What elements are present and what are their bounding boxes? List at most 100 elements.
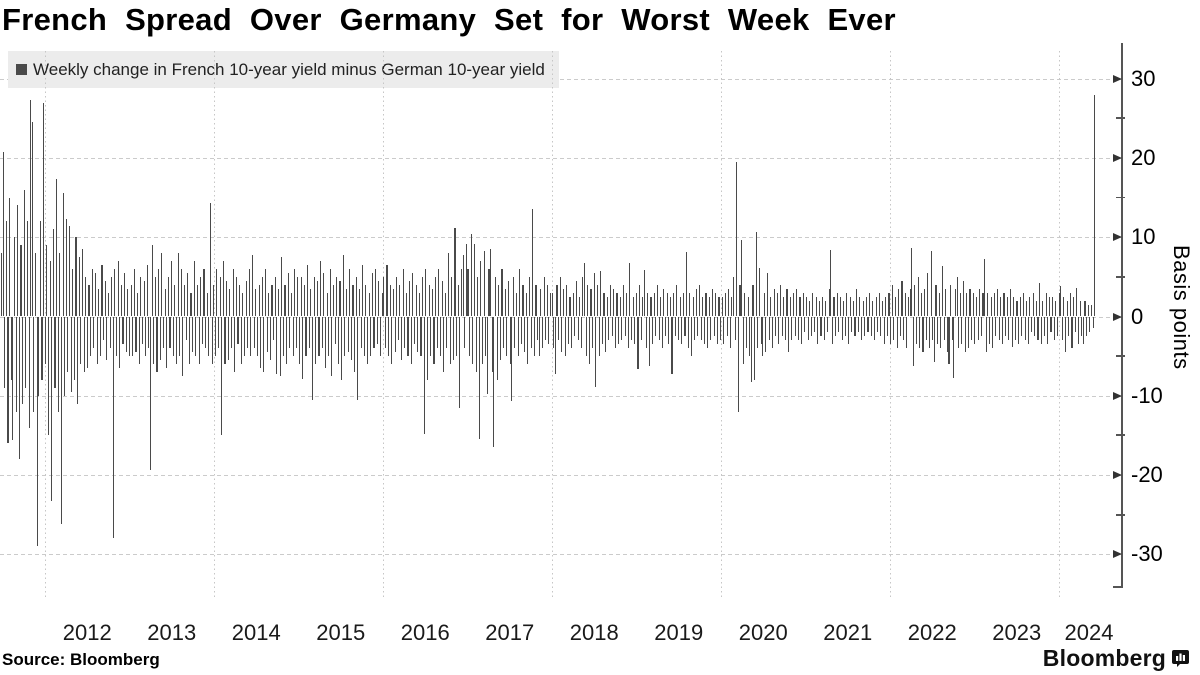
- bar: [341, 316, 343, 380]
- bar: [575, 280, 578, 317]
- bar: [823, 316, 825, 341]
- bar: [904, 292, 906, 317]
- bar: [733, 276, 735, 317]
- y-tick-minor: [1116, 196, 1125, 199]
- bar: [504, 288, 506, 317]
- bar: [413, 316, 416, 345]
- bar: [456, 316, 458, 357]
- bar: [261, 276, 263, 317]
- bar: [645, 316, 647, 349]
- bar: [635, 292, 637, 317]
- bar: [878, 292, 880, 317]
- bar: [379, 316, 382, 357]
- x-tick-label: 2018: [569, 620, 619, 645]
- bar: [682, 292, 684, 317]
- bar: [166, 316, 168, 369]
- bar: [569, 296, 571, 317]
- bar: [496, 316, 498, 380]
- bar: [909, 288, 911, 317]
- bar: [336, 276, 338, 317]
- bar: [1014, 316, 1016, 341]
- bar: [928, 316, 931, 349]
- bar: [441, 280, 443, 317]
- bar: [226, 280, 228, 317]
- bar: [677, 316, 680, 341]
- h-gridline: [0, 237, 1122, 239]
- bar: [1005, 316, 1007, 337]
- bar: [106, 316, 108, 361]
- bar: [804, 316, 806, 333]
- y-tick-major: [1113, 312, 1122, 321]
- bar: [959, 292, 961, 317]
- bar: [297, 276, 299, 317]
- bar: [551, 292, 553, 317]
- bar: [540, 288, 542, 317]
- bar: [159, 316, 161, 361]
- bar: [475, 316, 477, 372]
- bar: [120, 284, 122, 317]
- bar: [839, 296, 841, 317]
- bar: [222, 260, 224, 317]
- bar: [930, 251, 932, 317]
- x-tick-label: 2024: [1064, 620, 1114, 645]
- v-gridline: [721, 51, 722, 597]
- bar: [1081, 316, 1083, 337]
- bar: [5, 221, 7, 317]
- bar: [1047, 316, 1049, 345]
- bar: [60, 316, 62, 525]
- bar: [470, 234, 472, 317]
- bar: [864, 316, 866, 337]
- bar: [20, 245, 22, 317]
- bar: [153, 316, 155, 365]
- bar: [948, 316, 950, 365]
- bar: [452, 316, 454, 361]
- bar: [439, 316, 441, 357]
- bar: [1034, 316, 1036, 337]
- bar: [634, 316, 636, 345]
- bar: [472, 316, 474, 365]
- bar: [760, 316, 762, 345]
- bar: [298, 316, 301, 365]
- bar: [520, 316, 522, 345]
- bar: [431, 288, 433, 317]
- bar: [1018, 316, 1020, 345]
- bar: [1073, 296, 1075, 317]
- bar: [401, 316, 403, 361]
- bar: [553, 316, 555, 349]
- bar: [1076, 287, 1078, 317]
- bar: [229, 288, 231, 317]
- bar: [49, 260, 51, 317]
- bar: [1060, 286, 1062, 317]
- bar: [643, 269, 646, 317]
- bar: [886, 316, 888, 337]
- bar: [679, 296, 681, 317]
- bar: [734, 316, 736, 341]
- bar: [1031, 316, 1033, 333]
- bar: [480, 260, 482, 317]
- bar: [754, 316, 756, 380]
- bar: [611, 316, 613, 337]
- bar: [815, 296, 817, 317]
- bar: [975, 296, 978, 317]
- bar: [509, 316, 511, 365]
- bar: [877, 316, 879, 333]
- bar: [151, 245, 153, 317]
- bar: [305, 316, 307, 357]
- bar: [83, 316, 85, 372]
- bar: [282, 316, 284, 357]
- h-gridline: [0, 78, 1122, 80]
- bar: [703, 316, 705, 345]
- bar: [252, 254, 254, 317]
- bar: [473, 244, 475, 317]
- bar: [535, 284, 537, 317]
- bar: [708, 296, 710, 317]
- bar: [239, 284, 241, 317]
- bar: [979, 288, 981, 317]
- bar: [506, 316, 508, 357]
- y-axis-foot: [1113, 586, 1122, 588]
- bar: [820, 316, 822, 337]
- bar: [485, 316, 487, 357]
- bar: [901, 280, 903, 317]
- bar: [801, 316, 803, 345]
- bar: [532, 208, 534, 317]
